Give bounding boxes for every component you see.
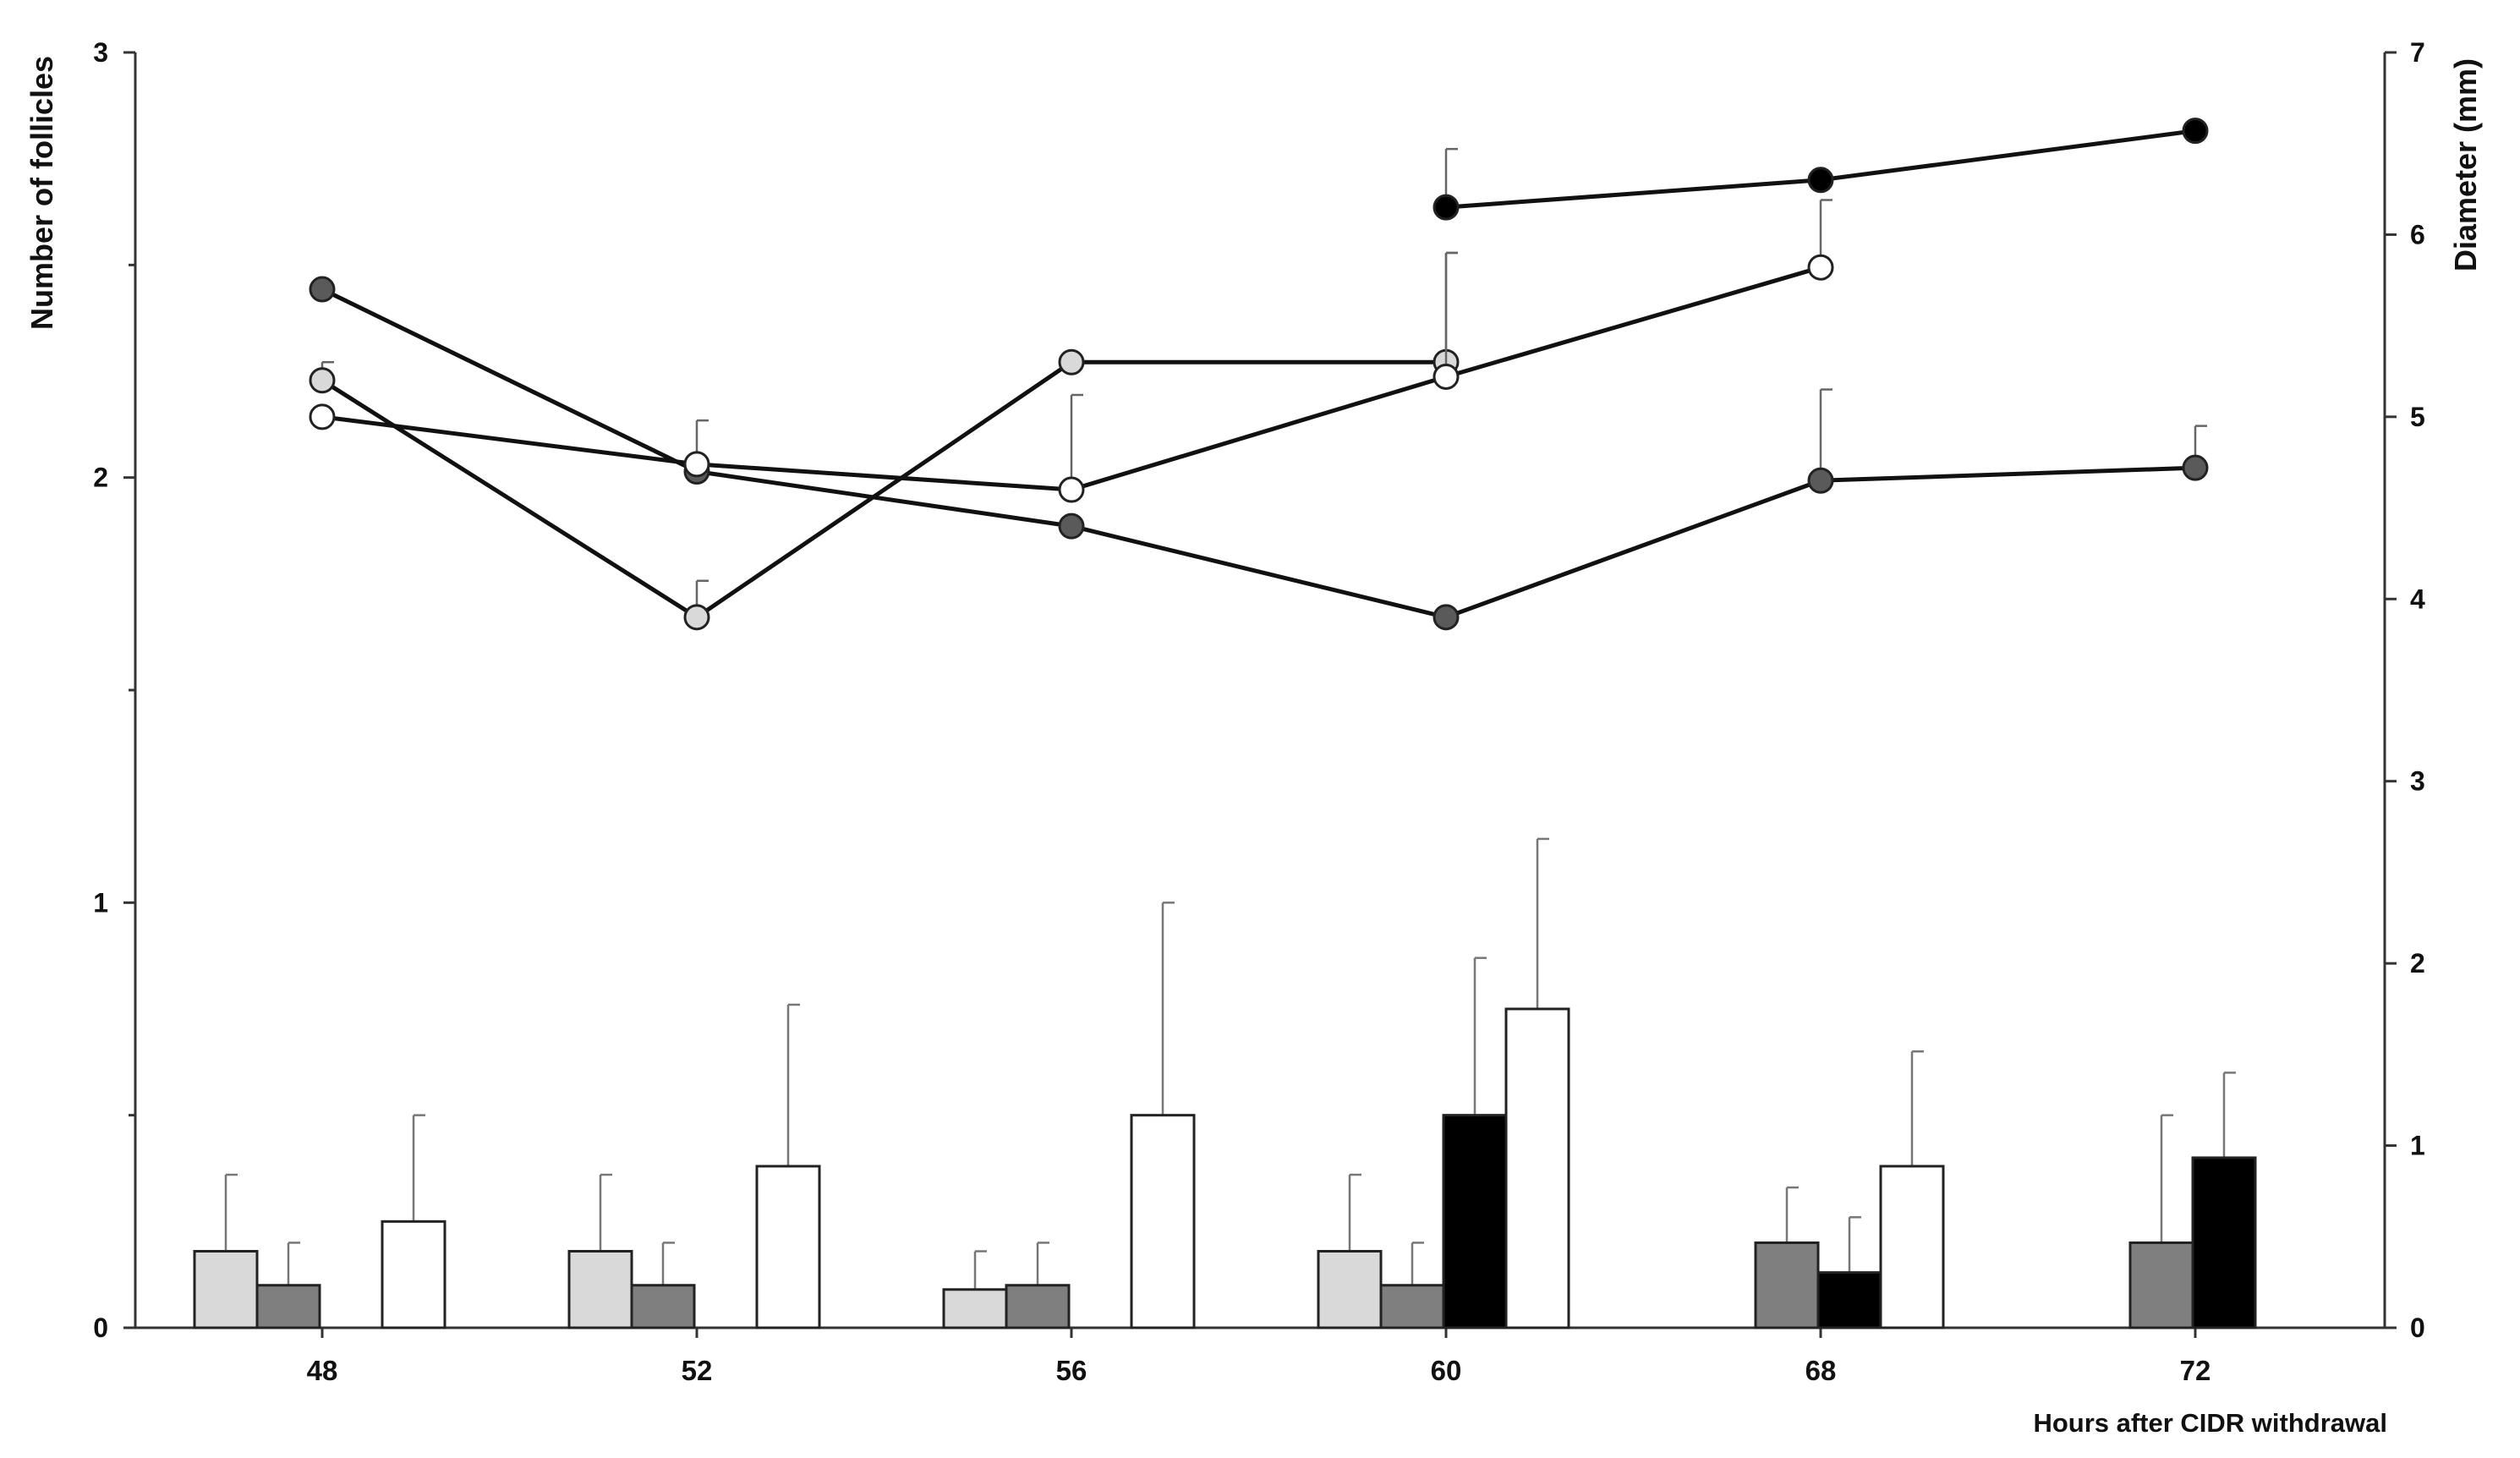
bar bbox=[255, 1284, 321, 1329]
bar bbox=[1130, 1114, 1196, 1329]
y2-tick-label: 6 bbox=[2410, 219, 2425, 249]
series-point bbox=[309, 367, 336, 394]
series-line-segment bbox=[1445, 178, 1822, 210]
series-line-segment bbox=[1445, 478, 1822, 620]
bar bbox=[193, 1250, 259, 1329]
y2-tick-label: 0 bbox=[2410, 1313, 2425, 1343]
bar bbox=[1504, 1007, 1570, 1329]
bar bbox=[1005, 1284, 1071, 1329]
series-line-segment bbox=[1071, 375, 1447, 492]
series-line-segment bbox=[695, 360, 1073, 619]
series-point bbox=[683, 451, 710, 478]
series-point bbox=[2182, 454, 2209, 481]
bar bbox=[2128, 1241, 2194, 1329]
series-point bbox=[1433, 363, 1460, 390]
series-line-segment bbox=[1820, 129, 2196, 183]
y2-tick-label: 2 bbox=[2410, 948, 2425, 978]
bar bbox=[1317, 1250, 1383, 1329]
series-point bbox=[1807, 167, 1834, 194]
bar bbox=[755, 1165, 821, 1329]
series-line-segment bbox=[696, 469, 1072, 529]
y2-tick-label: 5 bbox=[2410, 402, 2425, 432]
series-point bbox=[1058, 476, 1085, 503]
series-point bbox=[309, 403, 336, 430]
x-tick-label: 52 bbox=[682, 1355, 713, 1386]
bar bbox=[1754, 1241, 1820, 1329]
y2-tick-label: 3 bbox=[2410, 766, 2425, 797]
y-tick-label: 2 bbox=[93, 463, 108, 493]
series-line-segment bbox=[696, 462, 1072, 492]
series-point bbox=[2182, 118, 2209, 145]
x-tick-label: 72 bbox=[2180, 1355, 2211, 1386]
x-axis-title: Hours after CIDR withdrawal bbox=[2033, 1408, 2387, 1438]
series-point bbox=[1807, 467, 1834, 494]
series-point bbox=[1433, 604, 1460, 631]
x-tick-label: 48 bbox=[307, 1355, 338, 1386]
series-point bbox=[309, 276, 336, 303]
series-point bbox=[1058, 512, 1085, 540]
bar bbox=[630, 1284, 696, 1329]
bar bbox=[1816, 1271, 1882, 1329]
series-line-segment bbox=[320, 287, 698, 474]
y2-tick-label: 4 bbox=[2410, 584, 2425, 614]
series-line-segment bbox=[1445, 265, 1822, 379]
bar bbox=[2191, 1156, 2257, 1329]
y-tick-label: 3 bbox=[93, 37, 108, 68]
bar bbox=[1879, 1165, 1945, 1329]
x-tick-label: 60 bbox=[1431, 1355, 1462, 1386]
y2-tick-label: 7 bbox=[2410, 37, 2425, 68]
y2-tick-label: 1 bbox=[2410, 1131, 2425, 1161]
bar bbox=[942, 1288, 1008, 1329]
bar bbox=[567, 1250, 633, 1329]
series-line-segment bbox=[320, 378, 698, 619]
series-line-segment bbox=[1071, 523, 1447, 620]
y-tick-label: 0 bbox=[93, 1313, 108, 1343]
series-line-segment bbox=[1820, 465, 2196, 483]
bar bbox=[381, 1220, 446, 1329]
series-point bbox=[1433, 194, 1460, 221]
y-axis-title: Number of follicles bbox=[25, 56, 59, 330]
y-tick-label: 1 bbox=[93, 887, 108, 918]
series-point bbox=[1807, 254, 1834, 281]
bar bbox=[1442, 1114, 1508, 1329]
bar bbox=[1379, 1284, 1445, 1329]
series-point bbox=[1058, 348, 1085, 375]
x-tick-label: 56 bbox=[1056, 1355, 1087, 1386]
y2-axis-title: Diameter (mm) bbox=[2448, 58, 2483, 271]
series-line-segment bbox=[321, 414, 698, 467]
x-tick-label: 68 bbox=[1805, 1355, 1837, 1386]
series-point bbox=[683, 604, 710, 631]
